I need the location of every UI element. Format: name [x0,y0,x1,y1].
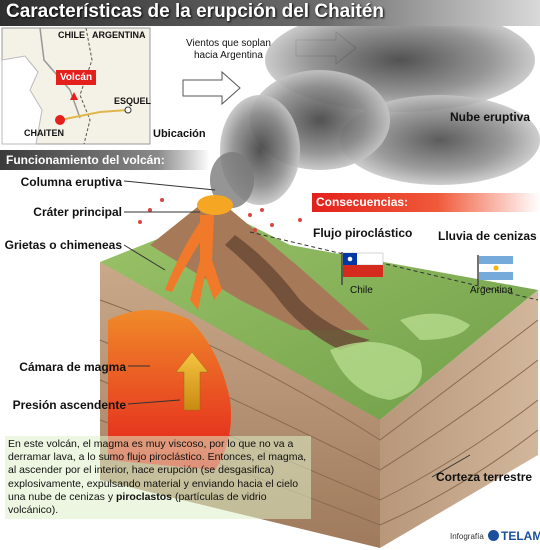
flag-label-argentina: Argentina [470,285,513,296]
page-title: Características de la erupción del Chait… [6,1,385,22]
map-volcano-tag: Volcán [56,70,97,85]
leader-lines [123,180,471,478]
description-part-2: (partículas de vidrio volcánico). [8,490,267,517]
map-label-argentina: ARGENTINA [92,30,146,40]
description-text: En este volcán, el magma es muy viscoso,… [5,436,311,520]
title-bar: Características de la erupción del Chait… [0,0,540,26]
eruptive-cloud [210,8,540,208]
telam-dot-icon [488,530,499,541]
map-label-esquel: ESQUEL [114,96,152,106]
label-fissures: Grietas o chimeneas [4,238,122,252]
label-pyroclastic: Flujo piroclástico [313,226,413,240]
label-pressure: Presión ascendente [12,398,126,412]
flag-label-chile: Chile [350,285,373,296]
label-crust: Corteza terrestre [436,470,533,484]
consequences-heading: Consecuencias: [312,193,540,212]
label-chamber: Cámara de magma [19,360,126,374]
label-crater: Cráter principal [33,205,122,219]
label-column: Columna eruptiva [20,175,122,189]
argentina-flag [477,255,513,285]
cloud-label: Nube eruptiva [450,110,531,124]
description-bold: piroclastos [116,490,173,503]
telam-brand: TELAM [501,529,540,543]
map-caption: Ubicación [153,128,206,140]
chile-flag [341,252,384,285]
location-map [1,27,151,145]
map-label-chaiten: CHAITEN [24,128,64,138]
winds-label: Vientos que soplan hacia Argentina [186,38,271,61]
section-heading: Funcionamiento del volcán: [0,150,210,170]
map-label-chile: CHILE [58,30,85,40]
label-ash-rain: Lluvia de cenizas [438,229,537,243]
description-part-1: En este volcán, el magma es muy viscoso,… [8,438,307,503]
credit-prefix: Infografía [450,532,484,541]
telam-logo: TELAM [488,529,540,543]
